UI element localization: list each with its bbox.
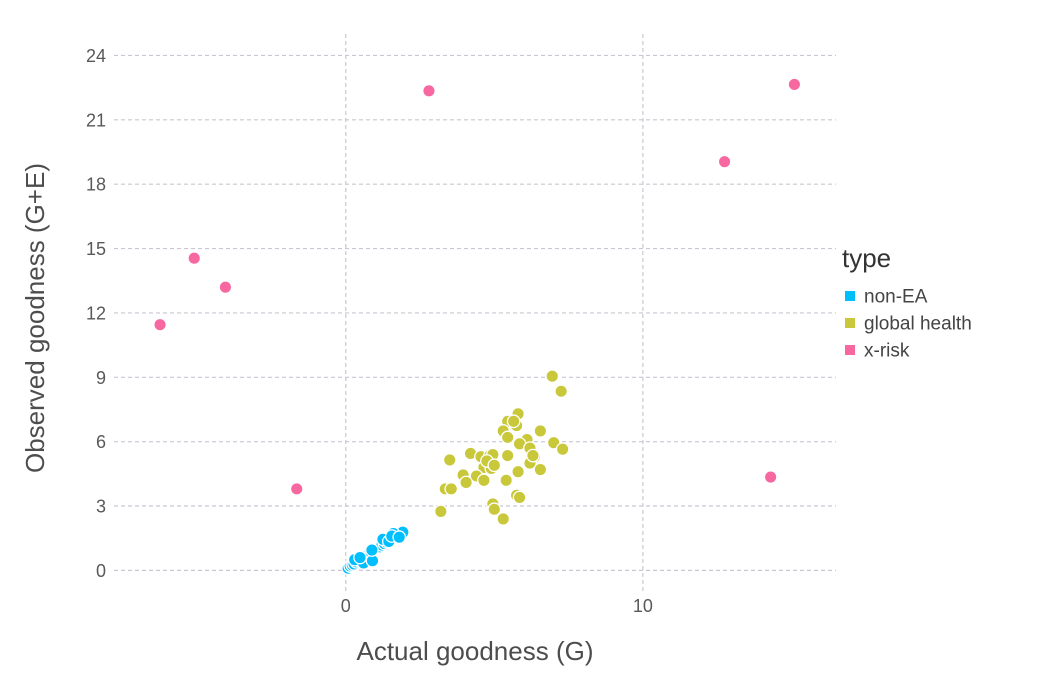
point-x-risk [787,77,802,92]
x-tick-label: 0 [341,596,351,616]
y-tick-label: 21 [86,110,106,130]
point-global-health [500,448,515,463]
y-tick-label: 18 [86,175,106,195]
y-tick-label: 3 [96,497,106,517]
x-tick-labels: 0 10 [341,596,653,616]
point-global-health [433,504,448,519]
legend-swatch-non-ea [845,291,855,301]
point-x-risk [422,84,436,98]
point-x-risk [218,280,233,295]
point-x-risk [763,470,778,484]
point-x-risk [153,317,167,332]
point-x-risk [187,251,202,266]
point-global-health [533,424,548,438]
grid-lines [114,34,836,594]
legend-swatch-x-risk [845,345,855,355]
point-global-health [500,430,515,445]
point-non-ea [392,530,407,544]
point-global-health [506,414,521,429]
x-tick-label: 10 [633,596,653,616]
point-global-health [555,442,570,457]
point-global-health [487,458,502,473]
point-global-health [499,473,514,488]
legend: type non-EA global health x-risk [842,243,972,362]
legend-swatch-global-health [845,318,855,328]
point-non-ea [365,543,379,557]
x-axis-title: Actual goodness (G) [356,636,593,666]
point-global-health [554,384,569,399]
point-global-health [496,512,511,526]
point-global-health [526,448,540,463]
point-global-health [459,475,473,490]
point-global-health [545,369,560,384]
point-x-risk [717,154,732,169]
legend-label-global-health: global health [864,314,972,335]
y-tick-labels: 0 3 6 9 12 15 18 21 24 [86,46,106,581]
point-global-health [512,490,527,505]
point-global-health [511,464,525,479]
y-tick-label: 6 [96,432,106,452]
legend-items: non-EA global health x-risk [845,287,972,362]
y-axis-title: Observed goodness (G+E) [20,163,50,473]
point-global-health [442,453,457,467]
legend-label-x-risk: x-risk [864,341,910,362]
y-tick-label: 15 [86,239,106,259]
point-global-health [444,482,459,496]
point-global-health [477,473,491,488]
y-tick-label: 12 [86,303,106,323]
y-tick-label: 9 [96,368,106,388]
legend-title: type [842,243,891,273]
data-points [153,77,802,576]
legend-label-non-ea: non-EA [864,287,928,308]
point-global-health [533,462,548,477]
point-non-ea [353,550,367,565]
point-global-health [487,502,502,517]
point-x-risk [289,482,304,496]
y-tick-label: 0 [96,561,106,581]
y-tick-label: 24 [86,46,106,66]
